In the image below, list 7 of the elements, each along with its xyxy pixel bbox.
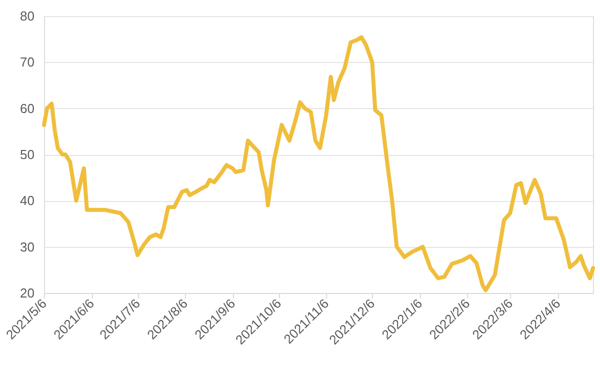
y-tick-label: 30: [20, 239, 34, 254]
y-tick-label: 50: [20, 147, 34, 162]
y-tick-label: 40: [20, 193, 34, 208]
y-tick-label: 70: [20, 54, 34, 70]
y-tick-label: 20: [20, 286, 34, 300]
y-tick-label: 60: [20, 100, 34, 116]
y-tick-label: 80: [20, 8, 34, 24]
